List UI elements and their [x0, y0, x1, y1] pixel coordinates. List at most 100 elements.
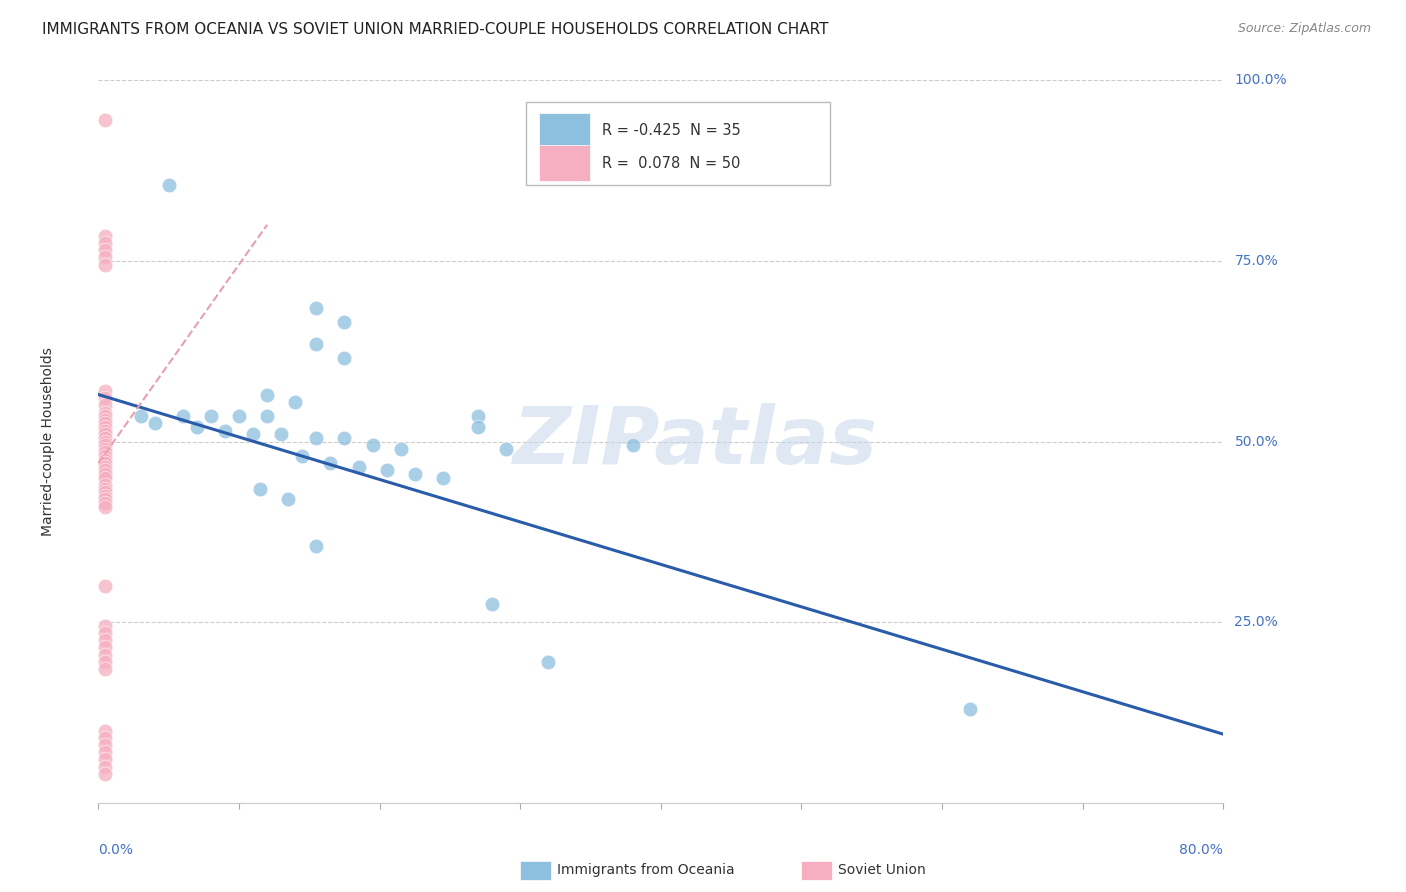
- Point: [277, 492, 299, 507]
- Point: [94, 492, 117, 507]
- Point: [94, 633, 117, 648]
- Point: [94, 113, 117, 128]
- Point: [94, 424, 117, 438]
- Text: 0.0%: 0.0%: [98, 843, 134, 856]
- Point: [333, 315, 356, 329]
- Point: [94, 760, 117, 774]
- Point: [94, 235, 117, 250]
- Point: [94, 470, 117, 484]
- Point: [94, 655, 117, 669]
- Point: [467, 409, 489, 424]
- Point: [432, 470, 454, 484]
- Point: [94, 442, 117, 456]
- Point: [94, 391, 117, 405]
- Point: [94, 478, 117, 492]
- Point: [94, 228, 117, 243]
- Point: [94, 434, 117, 449]
- Point: [172, 409, 194, 424]
- Point: [94, 482, 117, 496]
- Point: [94, 500, 117, 514]
- Point: [94, 452, 117, 467]
- Point: [94, 417, 117, 431]
- Point: [333, 431, 356, 445]
- Text: 50.0%: 50.0%: [1234, 434, 1278, 449]
- Point: [200, 409, 222, 424]
- Text: 80.0%: 80.0%: [1180, 843, 1223, 856]
- Point: [94, 384, 117, 398]
- Point: [94, 431, 117, 445]
- Point: [94, 662, 117, 676]
- Point: [481, 597, 503, 611]
- FancyBboxPatch shape: [526, 102, 830, 185]
- Point: [94, 626, 117, 640]
- Point: [333, 351, 356, 366]
- Point: [94, 752, 117, 766]
- Point: [291, 449, 314, 463]
- Point: [94, 398, 117, 412]
- Point: [347, 459, 370, 474]
- Point: [305, 301, 328, 315]
- Point: [94, 250, 117, 264]
- Point: [94, 731, 117, 745]
- Point: [94, 406, 117, 420]
- Point: [305, 539, 328, 553]
- Point: [157, 178, 180, 192]
- Point: [270, 427, 292, 442]
- Point: [94, 489, 117, 503]
- Point: [389, 442, 412, 456]
- Text: Married-couple Households: Married-couple Households: [41, 347, 55, 536]
- Point: [94, 745, 117, 759]
- Point: [214, 424, 236, 438]
- Point: [94, 485, 117, 500]
- Text: Soviet Union: Soviet Union: [838, 863, 925, 877]
- Point: [94, 456, 117, 470]
- Point: [94, 420, 117, 434]
- Point: [305, 337, 328, 351]
- Point: [94, 459, 117, 474]
- Point: [186, 420, 208, 434]
- Point: [467, 420, 489, 434]
- Point: [94, 243, 117, 257]
- Point: [94, 449, 117, 463]
- Point: [284, 394, 307, 409]
- Point: [94, 445, 117, 459]
- Point: [94, 413, 117, 427]
- Point: [94, 409, 117, 424]
- Point: [94, 738, 117, 752]
- Text: 75.0%: 75.0%: [1234, 254, 1278, 268]
- Text: R =  0.078  N = 50: R = 0.078 N = 50: [602, 156, 741, 171]
- Point: [375, 463, 398, 477]
- Point: [94, 427, 117, 442]
- Bar: [540, 112, 591, 149]
- Point: [959, 702, 981, 716]
- Point: [94, 640, 117, 655]
- Point: [319, 456, 342, 470]
- Point: [537, 655, 560, 669]
- Point: [143, 417, 166, 431]
- Point: [621, 438, 644, 452]
- Point: [249, 482, 271, 496]
- Point: [94, 723, 117, 738]
- Point: [404, 467, 426, 481]
- Point: [256, 409, 278, 424]
- Point: [495, 442, 517, 456]
- Point: [305, 431, 328, 445]
- Point: [94, 579, 117, 593]
- Point: [94, 463, 117, 477]
- Text: 25.0%: 25.0%: [1234, 615, 1278, 629]
- Text: 100.0%: 100.0%: [1234, 73, 1286, 87]
- Text: ZIPatlas: ZIPatlas: [512, 402, 877, 481]
- Point: [242, 427, 264, 442]
- Text: R = -0.425  N = 35: R = -0.425 N = 35: [602, 123, 741, 138]
- Point: [361, 438, 384, 452]
- Text: IMMIGRANTS FROM OCEANIA VS SOVIET UNION MARRIED-COUPLE HOUSEHOLDS CORRELATION CH: IMMIGRANTS FROM OCEANIA VS SOVIET UNION …: [42, 22, 828, 37]
- Point: [94, 767, 117, 781]
- Point: [129, 409, 152, 424]
- Bar: [540, 145, 591, 181]
- Point: [256, 387, 278, 401]
- Point: [94, 258, 117, 272]
- Point: [94, 648, 117, 662]
- Text: Source: ZipAtlas.com: Source: ZipAtlas.com: [1237, 22, 1371, 36]
- Point: [228, 409, 250, 424]
- Point: [94, 619, 117, 633]
